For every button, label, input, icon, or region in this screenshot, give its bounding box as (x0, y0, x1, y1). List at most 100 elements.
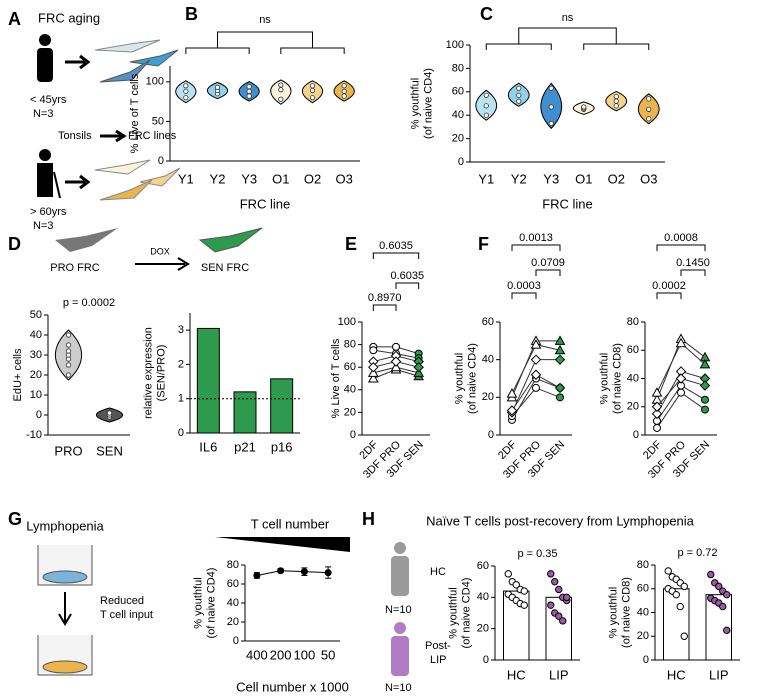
p-value: 0.0003 (507, 280, 541, 292)
n-label: N=3 (33, 108, 54, 120)
data-point (65, 332, 72, 338)
y-tick-label: 100 (446, 39, 464, 51)
panel-title: Naïve T cells post-recovery from Lymphop… (426, 513, 695, 528)
data-point (613, 98, 619, 104)
data-point (555, 612, 563, 620)
data-point (547, 570, 555, 578)
bar (270, 378, 294, 434)
data-point (548, 85, 554, 91)
data-point (277, 567, 285, 575)
data-point (554, 382, 566, 394)
group-label: Post- (425, 640, 451, 652)
y-tick-label: 0 (178, 427, 184, 439)
data-point (581, 104, 587, 110)
y-tick-label: 80 (452, 62, 464, 74)
bracket (680, 269, 706, 276)
y-tick-label: 40 (482, 354, 494, 366)
y-axis-label: (of naive CD8) (620, 577, 632, 648)
cell-icon (129, 49, 179, 67)
x-tick-label: 50 (321, 647, 335, 662)
x-tick-label: O3 (335, 171, 352, 186)
y-tick-label: 60 (637, 583, 649, 595)
arrow (58, 592, 72, 626)
data-point (506, 405, 518, 416)
x-tick-label: Y2 (210, 171, 226, 186)
y-axis-label: % youthful (192, 577, 204, 628)
data-point (483, 103, 489, 109)
person-icon (39, 149, 51, 161)
data-point (278, 96, 284, 102)
bar (196, 327, 220, 434)
well-icon (42, 570, 88, 584)
cell-icon (198, 227, 263, 253)
data-point (651, 401, 663, 412)
data-point (699, 380, 711, 391)
step-label: T cell input (100, 609, 153, 621)
y-tick-label: 40 (627, 372, 639, 384)
n-label: N=3 (33, 220, 54, 232)
data-point (530, 339, 542, 349)
x-tick-label: HC (667, 667, 686, 682)
y-tick-label: 0 (350, 429, 356, 441)
x-tick-label: p16 (271, 439, 293, 454)
data-point (341, 83, 347, 89)
x-tick-label: LIP (709, 667, 729, 682)
data-point (483, 112, 489, 118)
n-label: N=10 (385, 682, 412, 694)
p-value: 0.6035 (379, 240, 413, 252)
y-tick-label: 0 (488, 429, 494, 441)
panel-letter: D (8, 234, 21, 254)
data-point (554, 344, 566, 355)
cell-label: PRO FRC (50, 262, 100, 274)
y-axis-label: (of naive CD4) (205, 568, 217, 639)
y-tick-label: 40 (344, 384, 356, 396)
cell-icon (94, 159, 151, 175)
bracket (185, 31, 345, 54)
data-point (504, 570, 512, 578)
step-label: Reduced (100, 595, 144, 607)
data-point (246, 88, 252, 94)
y-tick-label: 60 (452, 86, 464, 98)
y-tick-label: 60 (227, 578, 239, 590)
y-axis-label: % youthful (607, 587, 619, 638)
x-tick-label: PRO (54, 443, 82, 458)
person-icon (394, 542, 406, 554)
data-point (392, 342, 400, 351)
x-tick-label: Y1 (178, 171, 194, 186)
bracket (656, 244, 706, 251)
y-tick-label: 0 (643, 654, 649, 666)
y-tick-label: 0 (458, 156, 464, 168)
data-point (183, 95, 189, 101)
panel-letter: C (480, 4, 493, 24)
y-tick-label: 80 (344, 339, 356, 351)
panel-a: FRC aging < 45yrs N=3 Tonsils FRC lines … (30, 10, 181, 232)
data-point (723, 626, 731, 635)
y-tick-label: 100 (338, 316, 356, 328)
cell-icon (99, 59, 151, 83)
data-point (707, 570, 715, 579)
data-point (651, 387, 663, 397)
y-tick-label: 20 (477, 623, 489, 635)
p-value: 0.1450 (676, 257, 710, 269)
panel-letter: G (8, 509, 22, 529)
data-point (613, 93, 619, 100)
y-axis-label: (of naive CD8) (611, 343, 623, 414)
x-tick-label: LIP (549, 667, 569, 682)
x-tick-label: Y3 (543, 171, 559, 186)
p-value: p = 0.35 (517, 548, 557, 560)
y-tick-label: -10 (26, 429, 42, 441)
x-tick-label: O1 (575, 171, 592, 186)
cell-icon (55, 228, 118, 252)
person-icon (39, 34, 51, 46)
data-point (278, 82, 284, 88)
data-point (530, 354, 542, 365)
data-point (715, 582, 723, 591)
x-tick-label: Y1 (478, 171, 494, 186)
data-point (512, 581, 520, 589)
y-axis-label: (of naive CD4) (422, 68, 434, 139)
data-point (246, 93, 252, 99)
x-tick-label: O2 (304, 171, 321, 186)
panel-title: FRC aging (38, 10, 100, 25)
y-axis-label: % youthful (453, 353, 465, 404)
y-tick-label: 40 (637, 606, 649, 618)
